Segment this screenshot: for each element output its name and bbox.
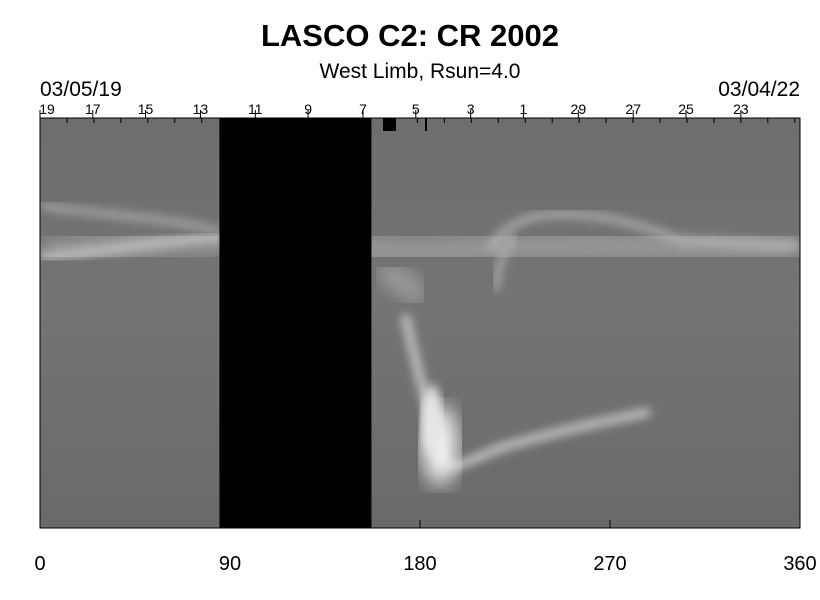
date-tick-label: 25: [678, 101, 694, 117]
date-tick-label: 3: [467, 101, 475, 117]
date-tick-label: 13: [193, 101, 209, 117]
start-date-label: 03/05/19: [40, 78, 122, 101]
date-tick-label: 11: [248, 101, 263, 117]
chart-title: LASCO C2: CR 2002: [260, 18, 560, 53]
date-tick-label: 5: [412, 101, 420, 117]
end-date-label: 03/04/22: [718, 78, 800, 101]
bottom-longitude-axis: 0 90 180 270 360: [34, 520, 817, 575]
x-tick-label: 90: [219, 553, 241, 575]
x-tick-label: 360: [783, 553, 816, 575]
x-tick-label: 180: [403, 553, 436, 575]
date-tick-label: 23: [733, 101, 749, 117]
x-tick-label: 270: [593, 553, 626, 575]
x-tick-label: 0: [34, 553, 45, 575]
date-tick-label: 7: [359, 101, 367, 117]
date-tick-label: 1: [520, 101, 528, 117]
intensity-image: [40, 118, 800, 528]
date-tick-label: 15: [138, 101, 154, 117]
date-tick-label: 29: [571, 101, 587, 117]
date-tick-label: 27: [625, 101, 641, 117]
data-gap-marker: [383, 118, 396, 131]
top-date-axis: 19 17 15 13 11 9 7 5 3 1 29 27 25 23: [39, 101, 796, 123]
date-tick-label: 9: [304, 101, 312, 117]
date-tick-label: 17: [85, 101, 101, 117]
date-tick-label: 19: [39, 101, 55, 117]
data-gap-region: [219, 118, 372, 528]
chart-subtitle: West Limb, Rsun=4.0: [319, 60, 521, 83]
